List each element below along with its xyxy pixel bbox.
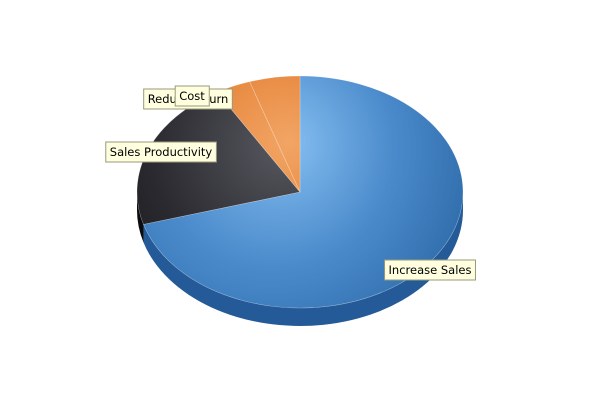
pie-label-box-cost [174, 85, 210, 107]
pie-slices [136, 75, 464, 309]
pie-3d-sides [137, 192, 464, 327]
pie-label-text-sales-productivity: Sales Productivity [110, 145, 213, 159]
pie-label-box-sales-productivity [105, 141, 217, 163]
pie-side-increase-sales [143, 192, 464, 327]
pie-label-text-cost: Cost [179, 89, 205, 103]
pie-label-cost: Cost [174, 85, 210, 107]
pie-side-sales-productivity [137, 192, 144, 243]
pie-label-increase-sales: Increase Sales [384, 259, 476, 281]
pie-label-sales-productivity: Sales Productivity [105, 141, 217, 163]
pie-label-text-increase-sales: Increase Sales [389, 263, 472, 277]
pie-label-box-increase-sales [384, 259, 476, 281]
pie-slice-cost[interactable] [249, 75, 301, 193]
